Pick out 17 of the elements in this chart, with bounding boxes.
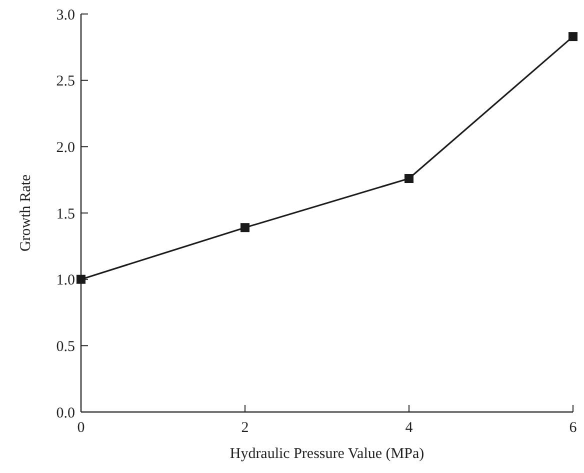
y-tick-label: 0.5 — [56, 338, 75, 355]
y-tick-label: 1.5 — [56, 206, 75, 222]
y-axis-title: Growth Rate — [18, 174, 34, 252]
x-tick-label: 2 — [241, 420, 249, 436]
point — [404, 174, 414, 184]
y-tick-label: 0.0 — [56, 405, 75, 422]
y-tick-label: 2.5 — [56, 74, 75, 90]
point — [76, 274, 86, 284]
y-tick-label: 1.0 — [56, 272, 75, 289]
y-tick-label: 2.0 — [56, 140, 75, 156]
x-tick-label: 6 — [569, 420, 578, 436]
x-tick-label: 4 — [405, 420, 414, 436]
point — [568, 32, 578, 42]
point — [240, 223, 250, 232]
y-tick-label: 3.0 — [56, 7, 75, 24]
x-axis-title: Hydraulic Pressure Value (MPa) — [230, 446, 424, 462]
x-tick-label: 0 — [77, 420, 85, 436]
